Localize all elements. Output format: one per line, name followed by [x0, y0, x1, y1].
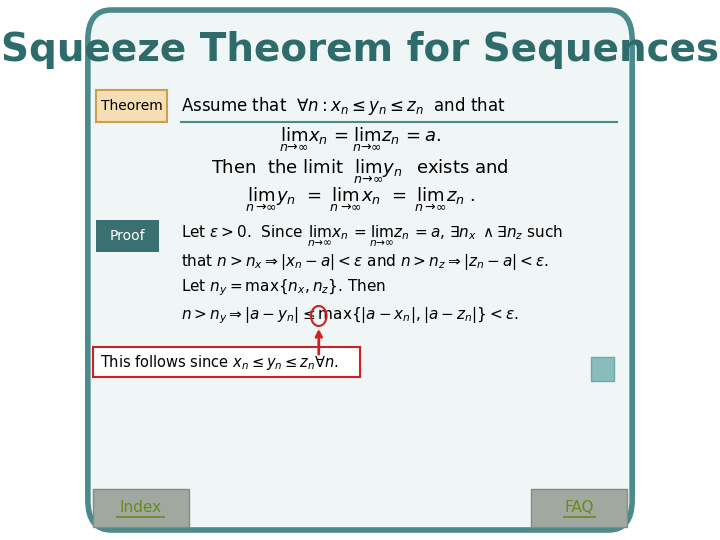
FancyBboxPatch shape [96, 90, 167, 122]
Text: that $n > n_x \Rightarrow |x_n - a| < \varepsilon$ and $n > n_z \Rightarrow |z_n: that $n > n_x \Rightarrow |x_n - a| < \v… [181, 252, 549, 272]
Text: $n > n_y \Rightarrow |a - y_n| \leq \max\{|a - x_n|, |a - z_n|\} < \varepsilon.$: $n > n_y \Rightarrow |a - y_n| \leq \max… [181, 306, 519, 326]
FancyBboxPatch shape [92, 347, 360, 377]
Text: $\lim_{n\,\to\infty} y_n \;=\; \lim_{n\,\to\infty} x_n \;=\; \lim_{n\,\to\infty}: $\lim_{n\,\to\infty} y_n \;=\; \lim_{n\,… [245, 186, 475, 214]
Text: This follows since $x_n \leq y_n \leq z_n \forall n.$: This follows since $x_n \leq y_n \leq z_… [99, 353, 338, 372]
Text: Let $\varepsilon > 0$.  Since $\lim_{n\to\infty} x_n = \lim_{n\to\infty} z_n = a: Let $\varepsilon > 0$. Since $\lim_{n\to… [181, 224, 563, 248]
Text: Theorem: Theorem [101, 99, 162, 113]
Text: Squeeze Theorem for Sequences: Squeeze Theorem for Sequences [1, 31, 719, 69]
Text: Index: Index [120, 501, 162, 516]
Text: $\lim_{n\to\infty} x_n = \lim_{n\to\infty} z_n = a.$: $\lim_{n\to\infty} x_n = \lim_{n\to\inft… [279, 126, 441, 154]
FancyBboxPatch shape [96, 220, 159, 252]
Text: Let $n_y = \max\{n_x, n_z\}$. Then: Let $n_y = \max\{n_x, n_z\}$. Then [181, 278, 386, 298]
FancyBboxPatch shape [88, 10, 632, 530]
FancyBboxPatch shape [531, 489, 628, 527]
Text: Proof: Proof [109, 229, 145, 243]
FancyBboxPatch shape [92, 489, 189, 527]
Text: Then  the limit  $\lim_{n\to\infty} y_n$  exists and: Then the limit $\lim_{n\to\infty} y_n$ e… [211, 158, 509, 186]
Text: Assume that  $\forall n: x_n \leq y_n \leq z_n$  and that: Assume that $\forall n: x_n \leq y_n \le… [181, 95, 505, 117]
FancyBboxPatch shape [591, 357, 614, 381]
Text: FAQ: FAQ [564, 501, 594, 516]
